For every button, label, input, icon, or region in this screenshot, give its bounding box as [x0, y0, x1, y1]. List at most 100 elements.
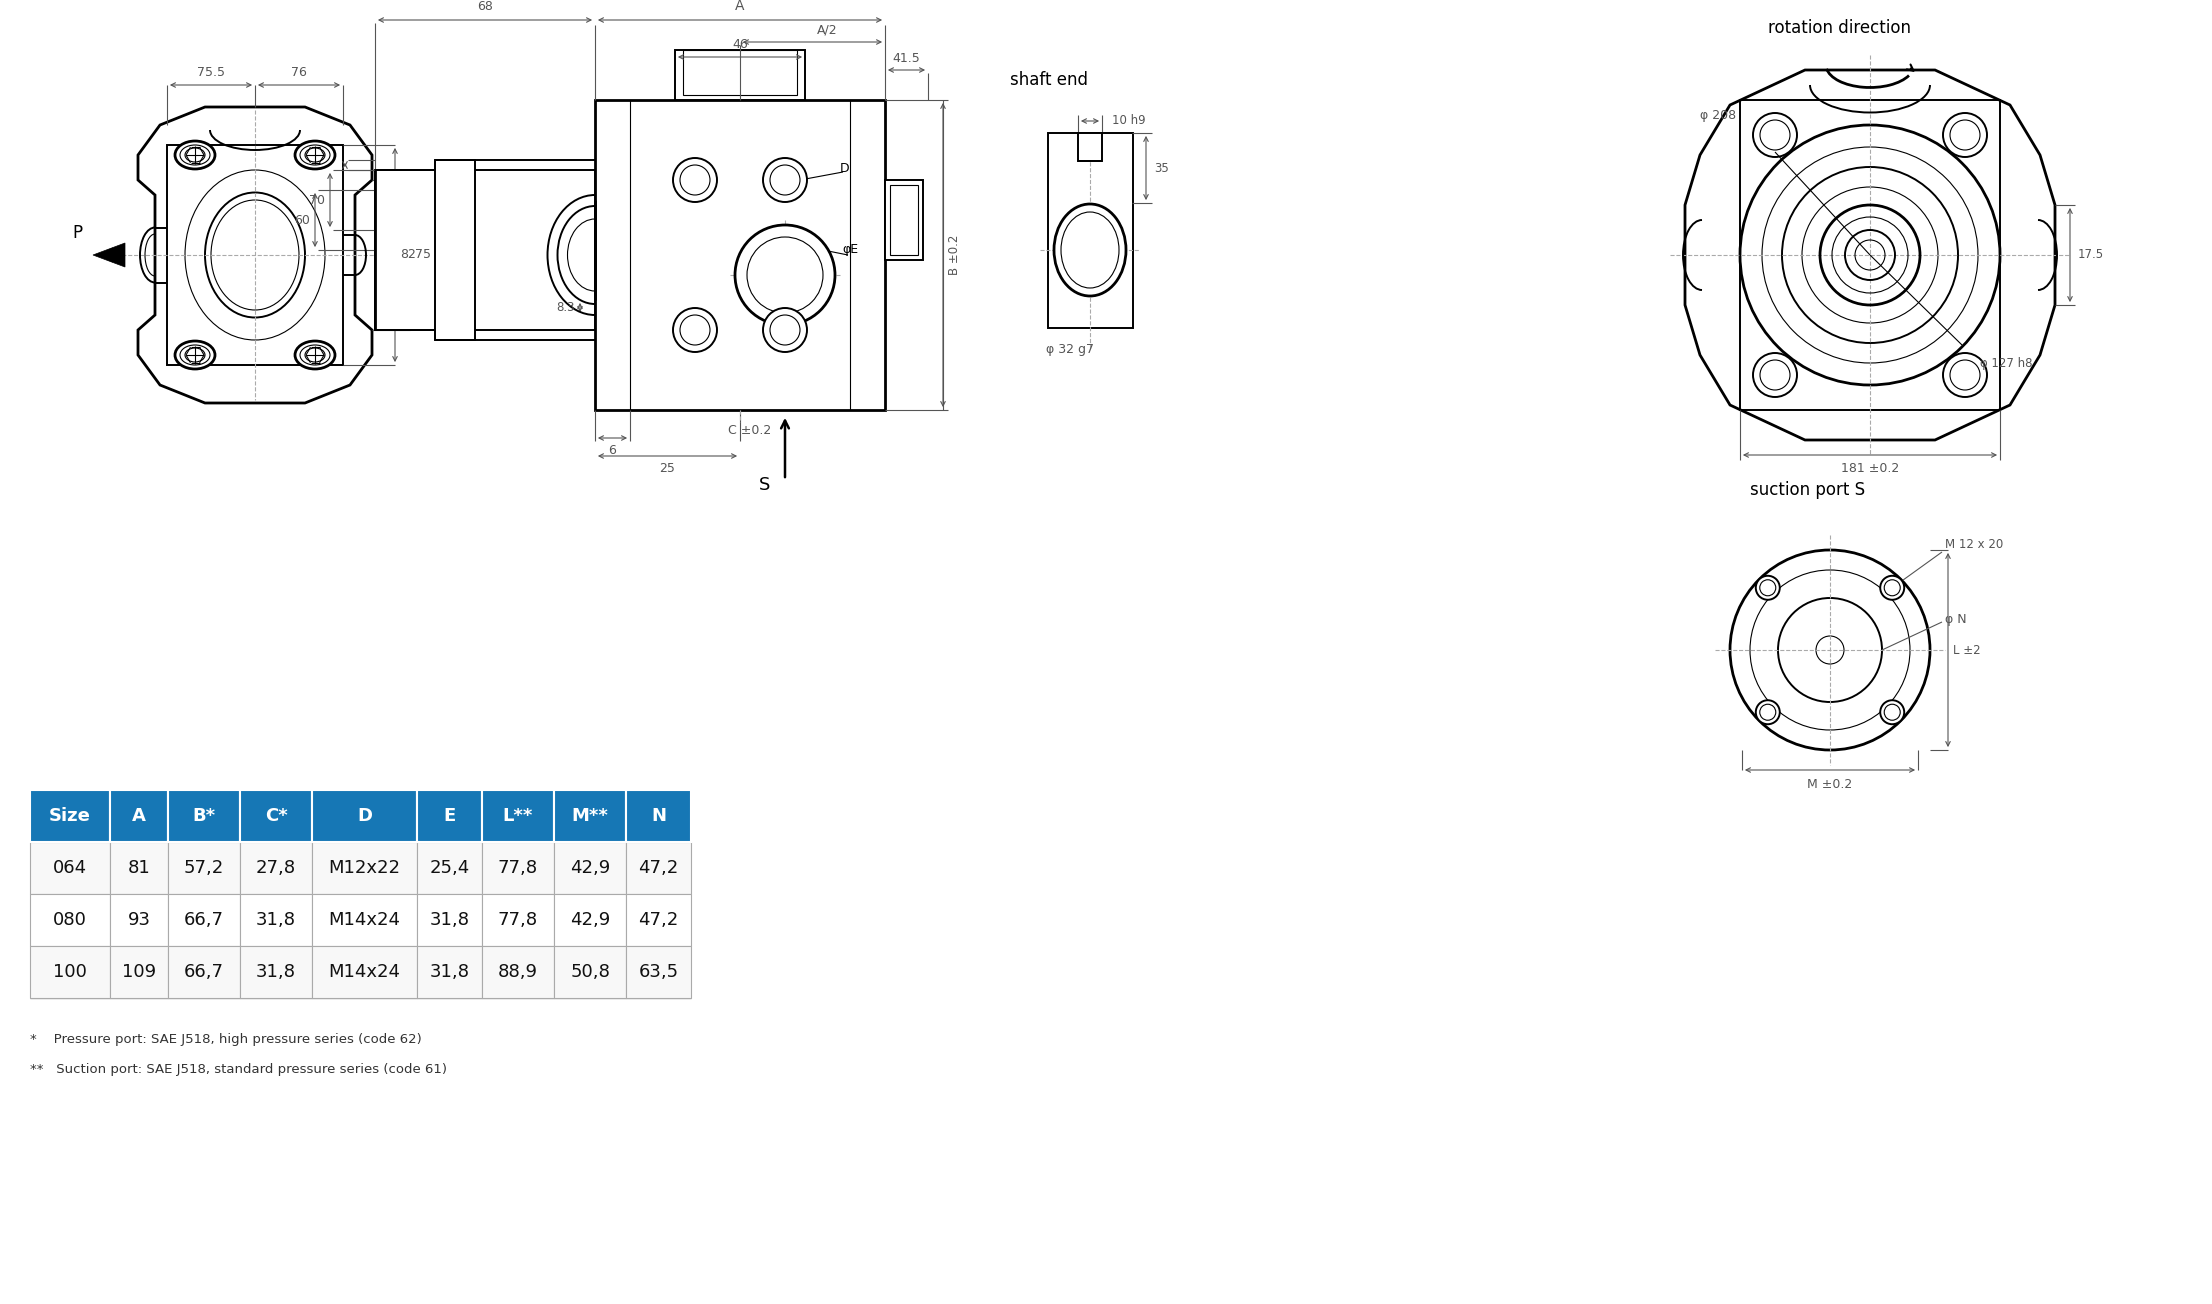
Polygon shape — [137, 107, 372, 403]
Circle shape — [763, 158, 807, 202]
Text: 77,8: 77,8 — [498, 859, 538, 878]
Text: 46: 46 — [732, 39, 748, 51]
Ellipse shape — [294, 342, 334, 369]
Text: rotation direction: rotation direction — [1770, 20, 1911, 37]
Bar — [1077, 133, 1102, 160]
Text: M**: M** — [571, 807, 608, 825]
Bar — [376, 170, 595, 330]
FancyBboxPatch shape — [482, 945, 553, 998]
FancyBboxPatch shape — [111, 790, 168, 842]
Polygon shape — [93, 243, 126, 267]
Circle shape — [1741, 125, 2000, 385]
Text: 17.5: 17.5 — [2077, 249, 2104, 262]
FancyBboxPatch shape — [239, 895, 312, 945]
Text: 100: 100 — [53, 962, 86, 981]
FancyBboxPatch shape — [168, 895, 239, 945]
Text: 60: 60 — [294, 214, 310, 227]
FancyBboxPatch shape — [31, 842, 111, 895]
Text: M ±0.2: M ±0.2 — [1807, 777, 1854, 790]
Text: φ 208: φ 208 — [1701, 108, 1736, 121]
FancyBboxPatch shape — [168, 945, 239, 998]
Text: L**: L** — [502, 807, 533, 825]
FancyBboxPatch shape — [239, 790, 312, 842]
Text: 25: 25 — [659, 462, 675, 475]
Circle shape — [734, 226, 834, 325]
FancyBboxPatch shape — [626, 790, 690, 842]
Ellipse shape — [175, 342, 215, 369]
Text: 181 ±0.2: 181 ±0.2 — [1840, 463, 1900, 476]
Circle shape — [1752, 353, 1796, 396]
Text: E: E — [442, 807, 456, 825]
Text: 31,8: 31,8 — [429, 962, 469, 981]
FancyBboxPatch shape — [553, 945, 626, 998]
Circle shape — [672, 158, 717, 202]
Bar — [684, 50, 796, 95]
Text: suction port S: suction port S — [1750, 481, 1865, 499]
FancyBboxPatch shape — [31, 945, 111, 998]
Text: φE: φE — [843, 244, 858, 257]
Text: 88,9: 88,9 — [498, 962, 538, 981]
FancyBboxPatch shape — [482, 895, 553, 945]
Circle shape — [1942, 113, 1986, 156]
Text: 42,9: 42,9 — [571, 859, 611, 878]
Text: *    Pressure port: SAE J518, high pressure series (code 62): * Pressure port: SAE J518, high pressure… — [31, 1034, 422, 1047]
Text: 080: 080 — [53, 911, 86, 928]
Text: 70: 70 — [310, 193, 325, 206]
Text: M 12 x 20: M 12 x 20 — [1944, 539, 2004, 552]
Circle shape — [672, 308, 717, 352]
Text: C*: C* — [265, 807, 288, 825]
Text: 81: 81 — [128, 859, 150, 878]
FancyBboxPatch shape — [31, 895, 111, 945]
Text: 68: 68 — [478, 0, 493, 13]
FancyBboxPatch shape — [553, 842, 626, 895]
Text: 41.5: 41.5 — [894, 51, 920, 64]
Text: A: A — [133, 807, 146, 825]
Text: φ 32 g7: φ 32 g7 — [1046, 343, 1095, 356]
Text: M14x24: M14x24 — [330, 962, 400, 981]
Text: A: A — [734, 0, 745, 13]
Circle shape — [1880, 700, 1905, 724]
Text: P: P — [73, 224, 82, 243]
Text: 8.3: 8.3 — [557, 301, 575, 314]
FancyBboxPatch shape — [482, 842, 553, 895]
Text: 35: 35 — [1155, 162, 1168, 175]
Text: shaft end: shaft end — [1011, 70, 1088, 89]
FancyBboxPatch shape — [312, 790, 418, 842]
FancyBboxPatch shape — [482, 790, 553, 842]
FancyBboxPatch shape — [312, 945, 418, 998]
Ellipse shape — [177, 163, 332, 347]
Text: 82: 82 — [400, 249, 416, 262]
Text: D: D — [841, 162, 849, 175]
FancyBboxPatch shape — [418, 945, 482, 998]
Ellipse shape — [175, 141, 215, 170]
Circle shape — [1756, 576, 1781, 600]
Text: 66,7: 66,7 — [184, 911, 223, 928]
Text: 064: 064 — [53, 859, 86, 878]
Text: 31,8: 31,8 — [257, 911, 296, 928]
FancyBboxPatch shape — [626, 945, 690, 998]
Text: 42,9: 42,9 — [571, 911, 611, 928]
Bar — [436, 160, 476, 340]
Text: M14x24: M14x24 — [330, 911, 400, 928]
Circle shape — [763, 308, 807, 352]
Circle shape — [1730, 550, 1931, 750]
Text: 27,8: 27,8 — [257, 859, 296, 878]
Polygon shape — [1686, 70, 2055, 439]
Text: 25,4: 25,4 — [429, 859, 469, 878]
Text: M12x22: M12x22 — [330, 859, 400, 878]
Text: 109: 109 — [122, 962, 157, 981]
Text: Size: Size — [49, 807, 91, 825]
Text: φ N: φ N — [1944, 613, 1966, 626]
FancyBboxPatch shape — [626, 895, 690, 945]
FancyBboxPatch shape — [239, 842, 312, 895]
FancyBboxPatch shape — [418, 842, 482, 895]
Bar — [1048, 133, 1133, 329]
Text: D: D — [356, 807, 372, 825]
FancyBboxPatch shape — [111, 895, 168, 945]
Text: 31,8: 31,8 — [429, 911, 469, 928]
FancyBboxPatch shape — [111, 945, 168, 998]
Text: 63,5: 63,5 — [639, 962, 679, 981]
FancyBboxPatch shape — [626, 842, 690, 895]
FancyBboxPatch shape — [168, 842, 239, 895]
FancyBboxPatch shape — [31, 790, 111, 842]
